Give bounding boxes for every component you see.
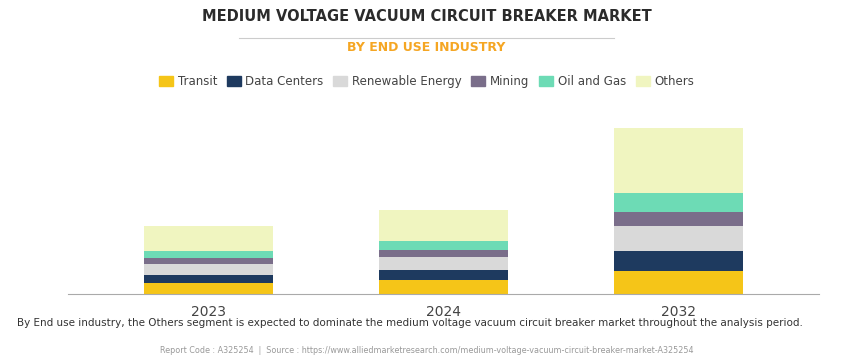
Legend: Transit, Data Centers, Renewable Energy, Mining, Oil and Gas, Others: Transit, Data Centers, Renewable Energy,… bbox=[154, 70, 698, 93]
Bar bbox=[613, 211, 742, 225]
Bar bbox=[378, 210, 508, 241]
Text: BY END USE INDUSTRY: BY END USE INDUSTRY bbox=[347, 41, 505, 54]
Bar bbox=[613, 271, 742, 294]
Bar bbox=[378, 241, 508, 250]
Bar bbox=[613, 225, 742, 251]
Bar bbox=[144, 283, 273, 294]
Bar bbox=[613, 127, 742, 193]
Bar bbox=[378, 250, 508, 257]
Bar bbox=[378, 257, 508, 270]
Bar bbox=[144, 225, 273, 251]
Text: By End use industry, the Others segment is expected to dominate the medium volta: By End use industry, the Others segment … bbox=[17, 318, 802, 328]
Bar bbox=[144, 258, 273, 264]
Bar bbox=[378, 270, 508, 280]
Bar bbox=[378, 280, 508, 294]
Text: MEDIUM VOLTAGE VACUUM CIRCUIT BREAKER MARKET: MEDIUM VOLTAGE VACUUM CIRCUIT BREAKER MA… bbox=[201, 9, 651, 24]
Text: Report Code : A325254  |  Source : https://www.alliedmarketresearch.com/medium-v: Report Code : A325254 | Source : https:/… bbox=[159, 346, 693, 355]
Bar bbox=[613, 193, 742, 211]
Bar bbox=[613, 251, 742, 271]
Bar bbox=[144, 251, 273, 258]
Bar bbox=[144, 275, 273, 283]
Bar bbox=[144, 264, 273, 275]
